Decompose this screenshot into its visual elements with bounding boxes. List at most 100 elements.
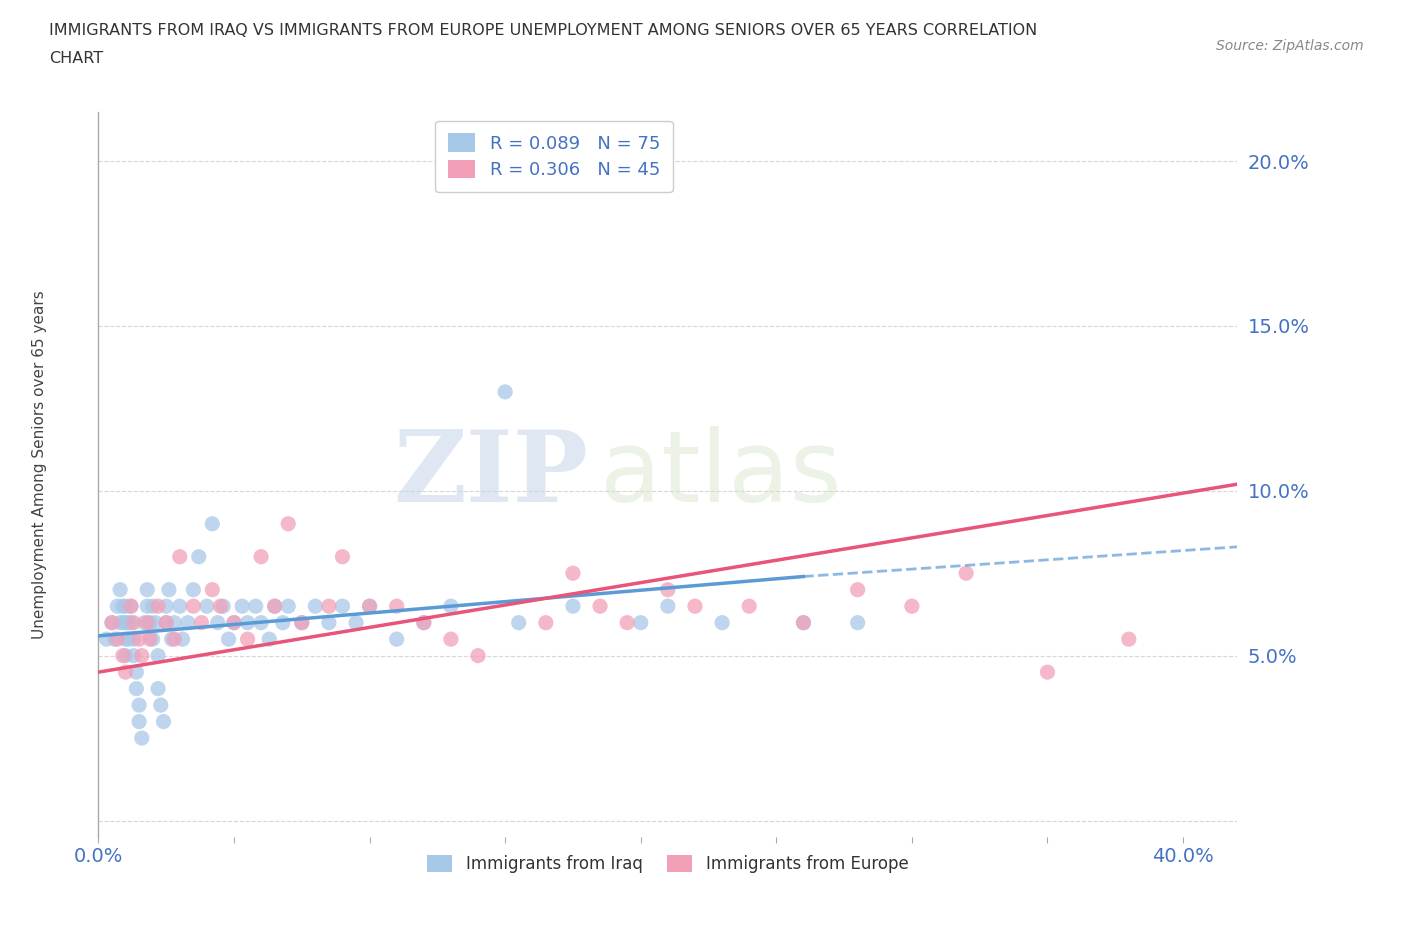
Point: [155, 599, 177, 614]
Point: [657, 582, 679, 597]
Point: [562, 565, 585, 580]
Point: [291, 616, 314, 631]
Point: [901, 599, 924, 614]
Point: [359, 599, 381, 614]
Point: [250, 616, 273, 631]
Point: [142, 631, 165, 646]
Point: [169, 550, 191, 565]
Text: ZIP: ZIP: [394, 426, 588, 523]
Point: [263, 599, 285, 614]
Point: [139, 616, 162, 631]
Point: [1036, 665, 1059, 680]
Point: [128, 714, 150, 729]
Point: [440, 631, 463, 646]
Point: [142, 599, 165, 614]
Point: [344, 616, 367, 631]
Point: [318, 616, 340, 631]
Point: [125, 665, 148, 680]
Point: [120, 599, 142, 614]
Point: [107, 631, 129, 646]
Point: [163, 616, 186, 631]
Point: [183, 599, 205, 614]
Point: [846, 616, 869, 631]
Point: [318, 599, 340, 614]
Point: [117, 616, 139, 631]
Point: [114, 665, 136, 680]
Point: [683, 599, 706, 614]
Point: [236, 631, 259, 646]
Text: Unemployment Among Seniors over 65 years: Unemployment Among Seniors over 65 years: [32, 291, 46, 640]
Point: [111, 599, 134, 614]
Point: [114, 616, 136, 631]
Point: [187, 550, 209, 565]
Text: CHART: CHART: [49, 51, 103, 66]
Point: [108, 616, 131, 631]
Point: [508, 170, 530, 185]
Point: [259, 631, 281, 646]
Point: [332, 599, 354, 614]
Point: [616, 616, 638, 631]
Point: [218, 631, 240, 646]
Point: [332, 550, 354, 565]
Point: [236, 616, 259, 631]
Point: [792, 616, 814, 631]
Point: [630, 616, 652, 631]
Text: atlas: atlas: [599, 426, 841, 523]
Point: [101, 616, 124, 631]
Point: [212, 599, 235, 614]
Point: [359, 599, 381, 614]
Point: [657, 599, 679, 614]
Point: [146, 599, 169, 614]
Point: [149, 698, 172, 712]
Point: [136, 582, 159, 597]
Point: [291, 616, 314, 631]
Point: [846, 582, 869, 597]
Point: [1118, 631, 1140, 646]
Point: [108, 582, 131, 597]
Point: [209, 599, 232, 614]
Point: [146, 648, 169, 663]
Point: [467, 648, 489, 663]
Point: [152, 714, 174, 729]
Legend: Immigrants from Iraq, Immigrants from Europe: Immigrants from Iraq, Immigrants from Eu…: [420, 848, 915, 880]
Point: [104, 631, 127, 646]
Point: [122, 616, 145, 631]
Point: [120, 599, 142, 614]
Point: [117, 631, 139, 646]
Point: [114, 648, 136, 663]
Point: [111, 648, 134, 663]
Point: [172, 631, 194, 646]
Point: [122, 631, 145, 646]
Point: [125, 681, 148, 696]
Point: [128, 698, 150, 712]
Point: [157, 582, 180, 597]
Point: [201, 516, 224, 531]
Point: [508, 616, 530, 631]
Point: [412, 616, 434, 631]
Point: [128, 631, 150, 646]
Point: [120, 616, 142, 631]
Point: [271, 616, 294, 631]
Point: [440, 599, 463, 614]
Point: [107, 599, 129, 614]
Point: [163, 631, 186, 646]
Point: [304, 599, 326, 614]
Point: [134, 616, 156, 631]
Point: [711, 616, 734, 631]
Point: [177, 616, 200, 631]
Point: [207, 616, 229, 631]
Point: [955, 565, 977, 580]
Point: [139, 631, 162, 646]
Point: [231, 599, 253, 614]
Point: [136, 599, 159, 614]
Point: [160, 631, 183, 646]
Point: [155, 616, 177, 631]
Point: [792, 616, 814, 631]
Point: [222, 616, 245, 631]
Point: [201, 582, 224, 597]
Point: [250, 550, 273, 565]
Point: [562, 599, 585, 614]
Point: [277, 516, 299, 531]
Point: [190, 616, 212, 631]
Point: [245, 599, 267, 614]
